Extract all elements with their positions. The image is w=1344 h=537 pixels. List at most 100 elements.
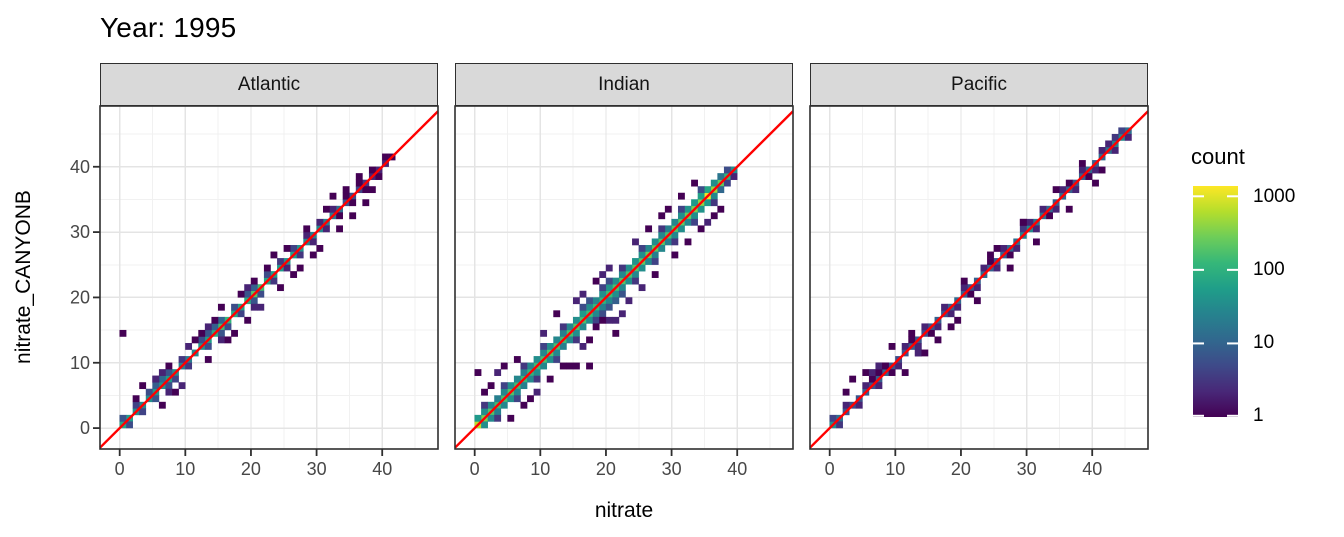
count-bin [967, 290, 975, 298]
count-bin [638, 251, 646, 259]
count-bin [1098, 166, 1106, 174]
count-bin [520, 401, 528, 409]
panel-border [809, 105, 1149, 450]
count-bin [862, 369, 870, 376]
count-bin [257, 303, 265, 311]
count-bin [119, 329, 127, 337]
count-bin [540, 362, 548, 370]
count-bin [1026, 218, 1034, 226]
x-tick-label: 30 [307, 459, 327, 479]
count-bin [882, 362, 889, 370]
count-bin [1092, 179, 1099, 187]
count-bin [638, 264, 646, 272]
count-bin [599, 271, 607, 278]
count-bin [250, 303, 258, 311]
count-bin [290, 245, 298, 252]
count-bin [572, 297, 580, 305]
count-bin [527, 395, 534, 403]
count-bin [362, 186, 370, 194]
y-tick-label: 40 [70, 157, 90, 177]
panel-indian: 0 10 20 30 40 [454, 105, 794, 479]
count-bin [1092, 166, 1099, 174]
count-bin [723, 179, 731, 187]
count-bin [375, 173, 383, 180]
count-bin [908, 336, 916, 344]
y-axis-title: nitrate_CANYONB [12, 190, 35, 364]
count-bin [500, 401, 508, 409]
count-bin [572, 336, 580, 344]
count-bin [533, 388, 541, 396]
count-bin [599, 303, 607, 311]
count-bin [382, 153, 389, 161]
count-bin [368, 186, 376, 194]
count-bin [336, 225, 343, 233]
count-bin [309, 251, 317, 259]
x-tick-label: 20 [241, 459, 261, 479]
count-bin [270, 277, 278, 285]
count-bin [717, 186, 725, 194]
count-bin [277, 284, 284, 292]
count-bin [224, 323, 232, 331]
legend-tick-label-10: 10 [1253, 332, 1275, 353]
legend-tick-label-100: 100 [1253, 259, 1285, 280]
count-bin [178, 356, 186, 363]
count-bin [618, 290, 626, 298]
count-bin [283, 245, 291, 252]
count-bin [474, 414, 482, 422]
count-bin [612, 329, 620, 337]
count-bin [586, 303, 593, 311]
count-bin [527, 375, 534, 383]
count-bin [875, 369, 883, 376]
count-bin [572, 329, 580, 337]
count-bin [645, 225, 653, 233]
count-bin [559, 362, 567, 370]
count-bin [1098, 147, 1106, 154]
count-bin [684, 218, 692, 226]
count-bin [842, 388, 850, 396]
count-bin [481, 421, 488, 429]
count-bin [710, 212, 718, 220]
count-bin [592, 277, 600, 285]
count-bin [934, 336, 942, 344]
count-bin [257, 290, 265, 298]
count-bin [1085, 173, 1093, 180]
count-bin [1124, 133, 1132, 141]
count-bin [329, 205, 337, 213]
count-bin [546, 375, 554, 383]
facet-strip-atlantic: Atlantic [100, 63, 438, 106]
count-bin [132, 395, 140, 403]
count-bin [1078, 160, 1086, 167]
count-bin [559, 343, 567, 350]
count-bin [270, 251, 278, 259]
count-bin [671, 238, 679, 246]
x-tick-label: 30 [1017, 459, 1037, 479]
count-bin [987, 251, 994, 259]
count-bin [158, 369, 166, 376]
count-bin [908, 329, 916, 337]
count-bin [152, 375, 160, 383]
count-bin [277, 258, 284, 265]
count-bin [500, 388, 508, 396]
count-bin [487, 414, 495, 422]
x-tick-label: 0 [825, 459, 835, 479]
count-bin [586, 362, 593, 370]
count-bin [336, 212, 343, 220]
count-bin [691, 212, 698, 220]
count-bin [342, 192, 350, 200]
count-bin [172, 388, 179, 396]
count-bin [474, 369, 482, 376]
count-bin [658, 245, 666, 252]
count-bin [677, 205, 685, 213]
count-bin [126, 421, 133, 429]
count-bin [494, 408, 502, 416]
count-bin [231, 303, 238, 311]
count-bin [605, 303, 613, 311]
count-bin [954, 303, 962, 311]
count-bin [704, 218, 712, 226]
count-bin [1078, 166, 1086, 174]
count-bin [960, 277, 968, 285]
count-bin [224, 336, 232, 344]
count-bin [710, 192, 718, 200]
facet-strip-label-pacific: Pacific [951, 73, 1007, 95]
